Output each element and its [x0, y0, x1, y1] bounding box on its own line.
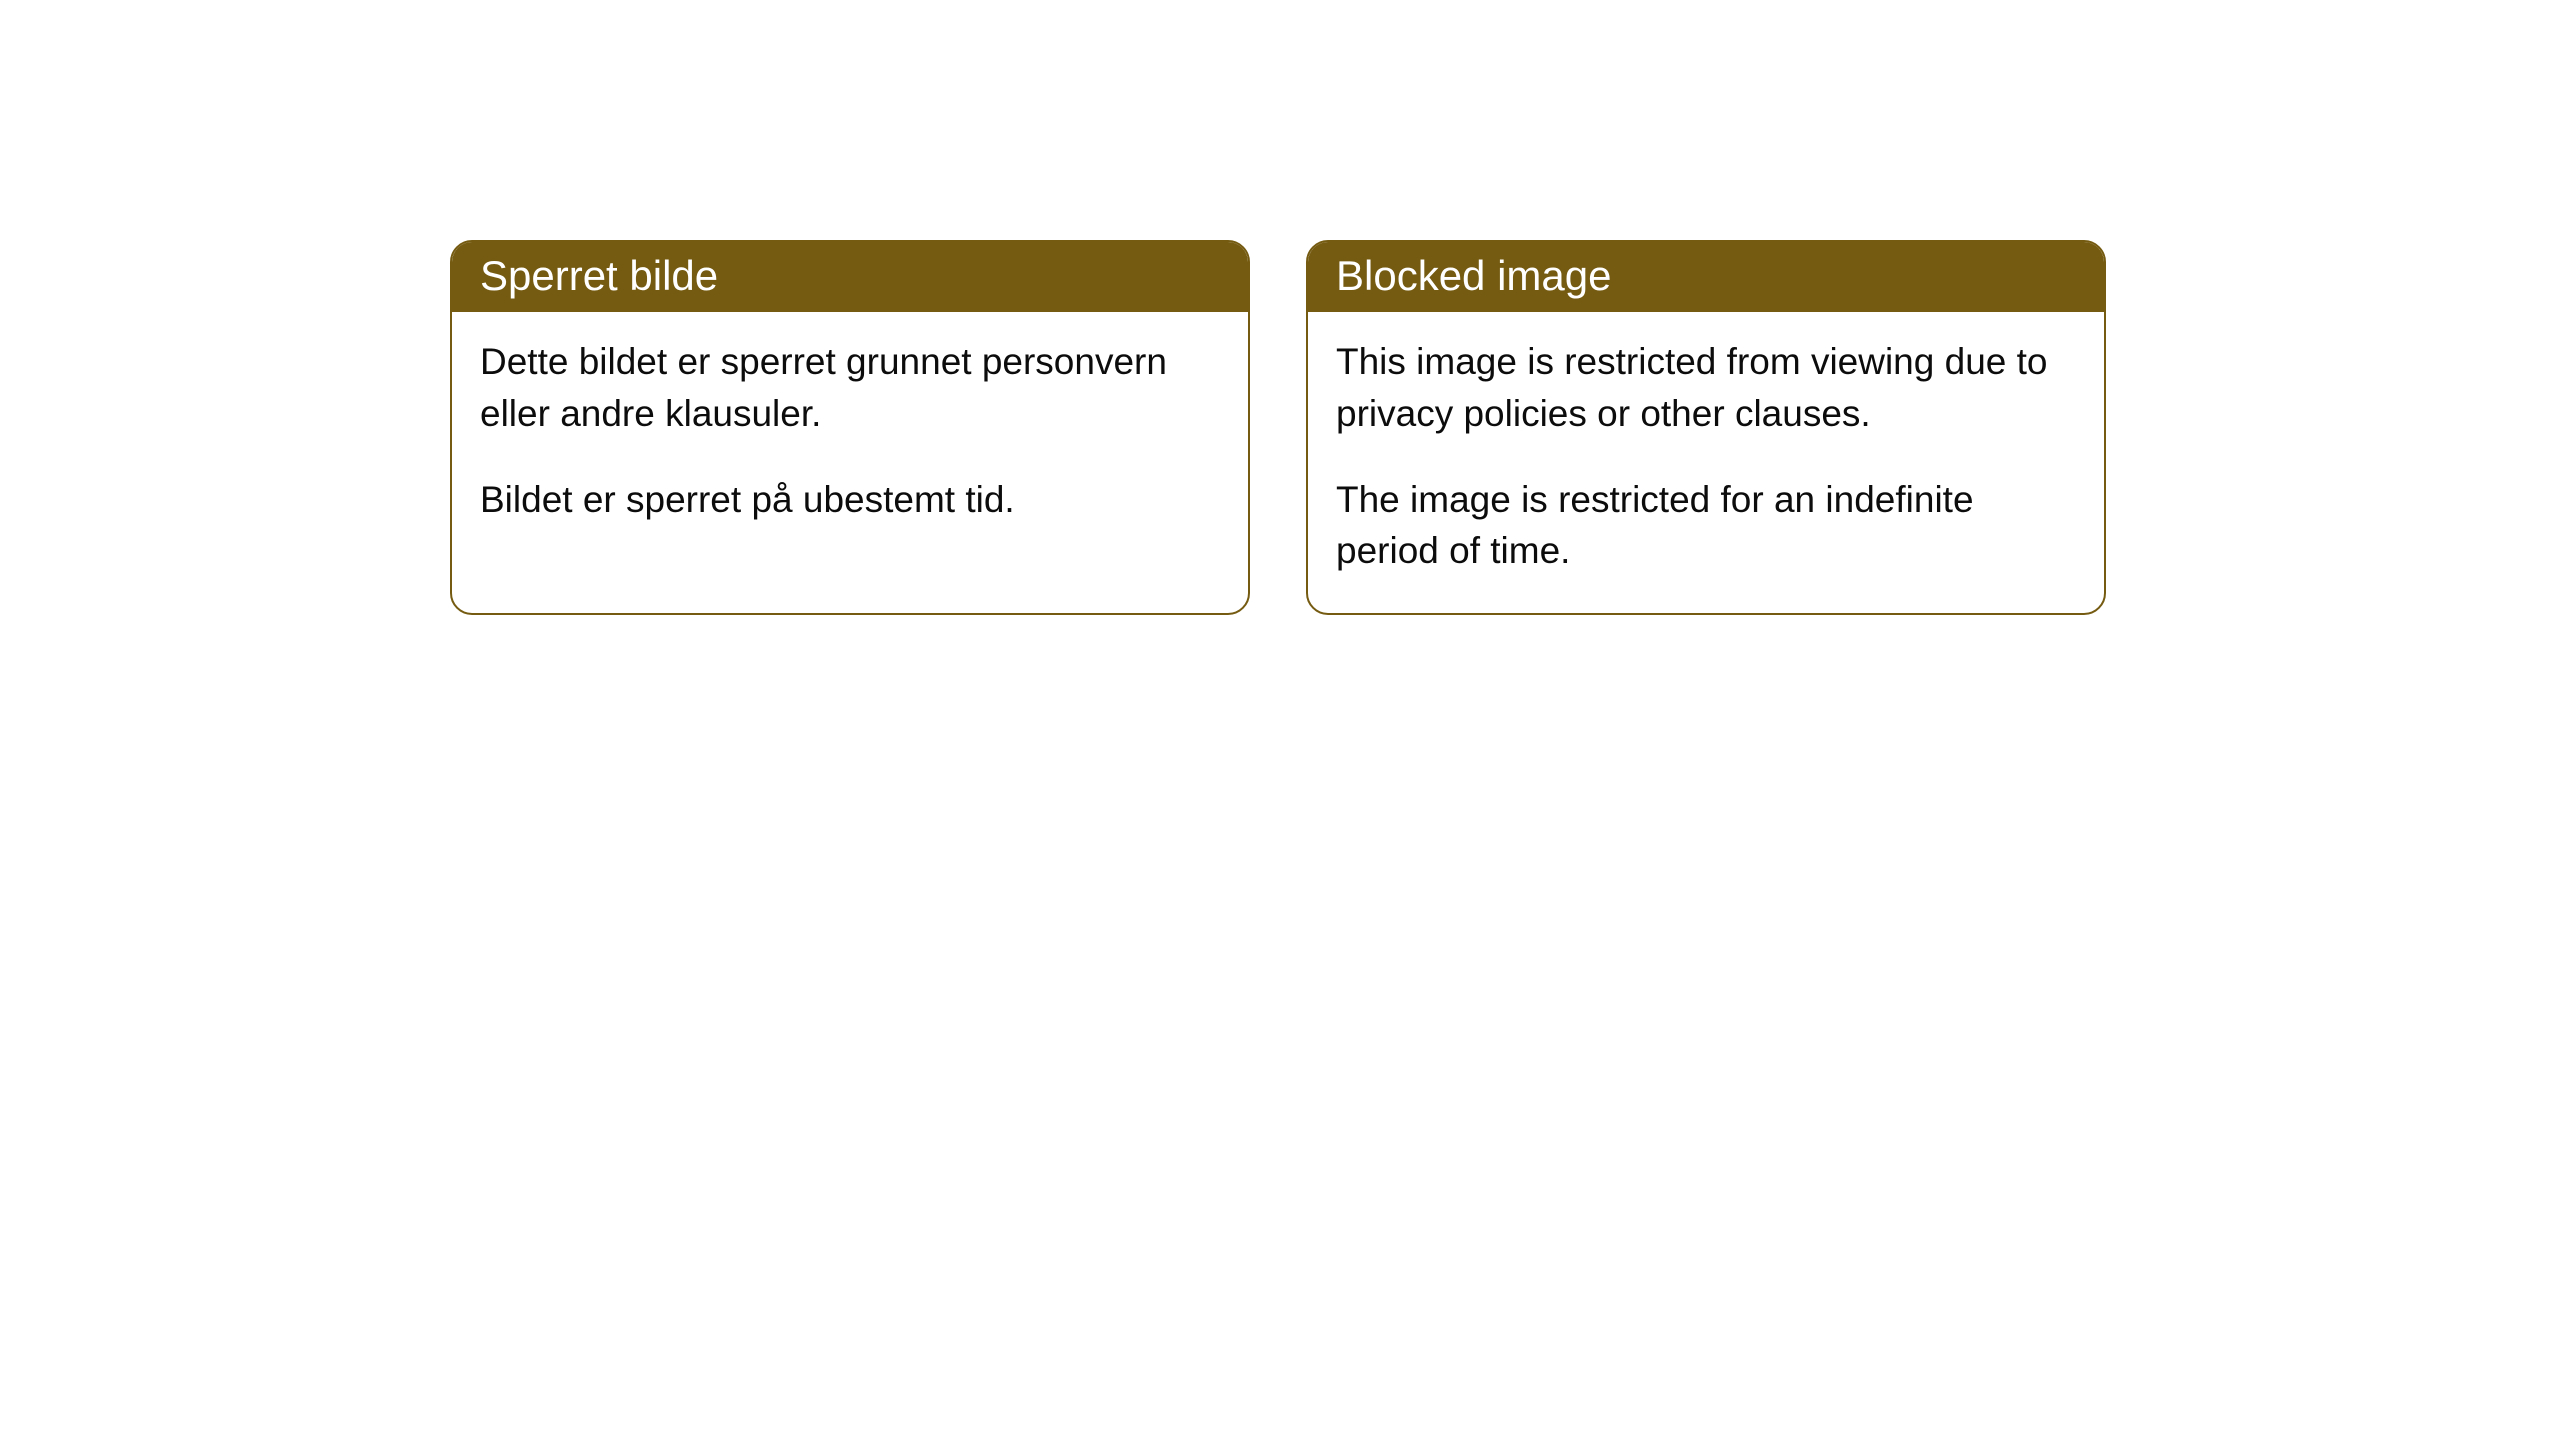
- card-paragraph-1-norwegian: Dette bildet er sperret grunnet personve…: [480, 336, 1220, 440]
- blocked-image-card-norwegian: Sperret bilde Dette bildet er sperret gr…: [450, 240, 1250, 615]
- cards-container: Sperret bilde Dette bildet er sperret gr…: [450, 240, 2560, 615]
- card-body-english: This image is restricted from viewing du…: [1308, 312, 2104, 613]
- blocked-image-card-english: Blocked image This image is restricted f…: [1306, 240, 2106, 615]
- card-paragraph-1-english: This image is restricted from viewing du…: [1336, 336, 2076, 440]
- card-body-norwegian: Dette bildet er sperret grunnet personve…: [452, 312, 1248, 561]
- card-paragraph-2-english: The image is restricted for an indefinit…: [1336, 474, 2076, 578]
- card-paragraph-2-norwegian: Bildet er sperret på ubestemt tid.: [480, 474, 1220, 526]
- card-header-norwegian: Sperret bilde: [452, 242, 1248, 312]
- card-header-english: Blocked image: [1308, 242, 2104, 312]
